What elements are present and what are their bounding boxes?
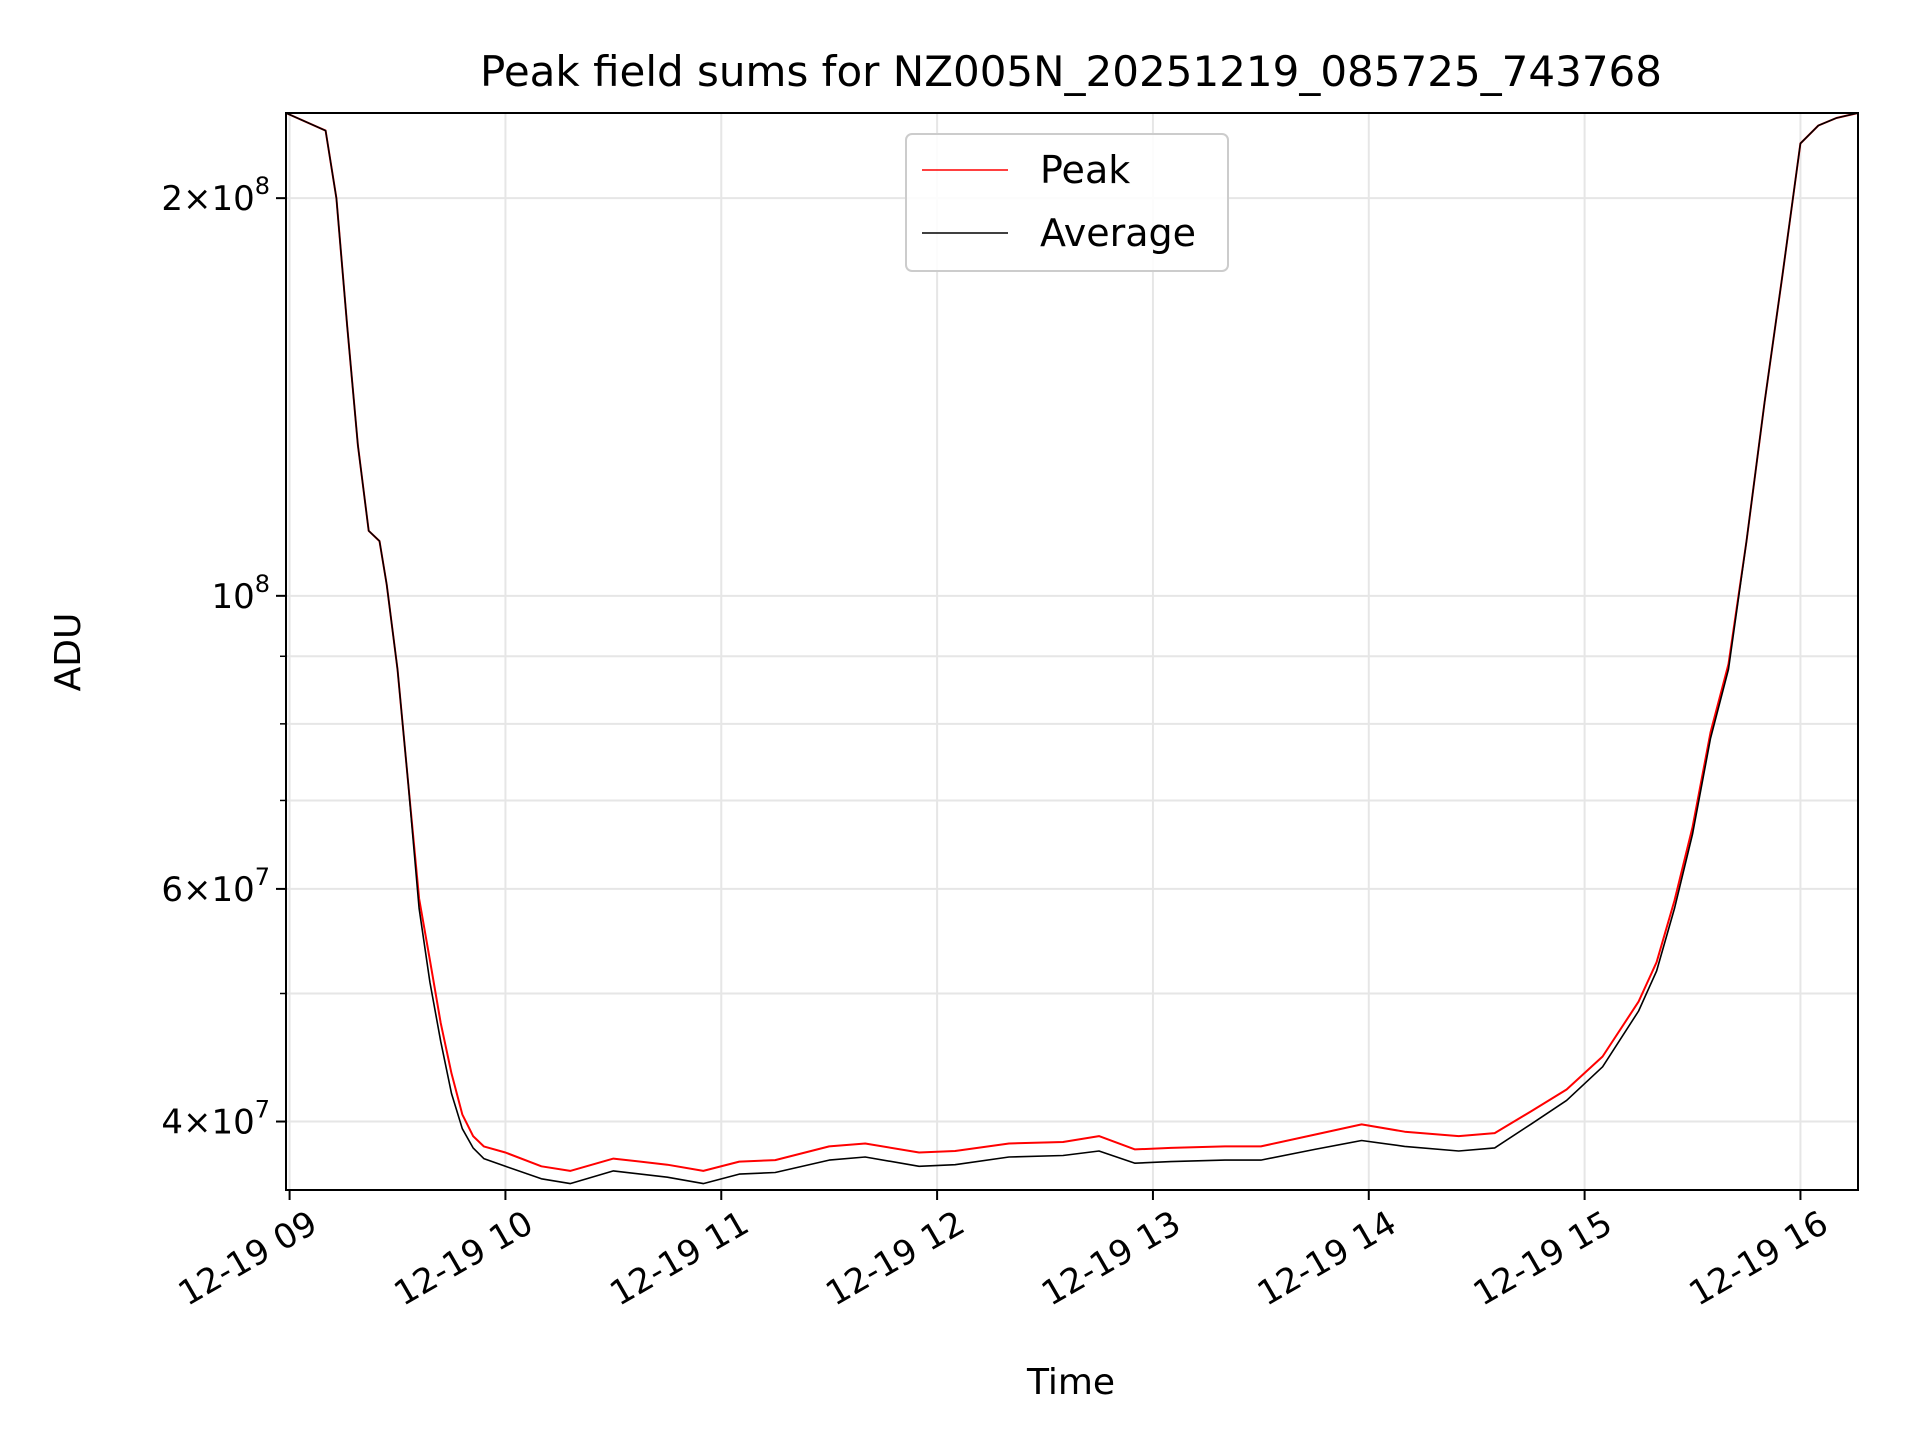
- legend-label-average: Average: [1040, 211, 1196, 255]
- legend: Peak Average: [905, 133, 1229, 272]
- legend-box: [905, 133, 1229, 272]
- y-axis: 4×107 6×107 108 2×108: [161, 172, 286, 1143]
- series-layer: [285, 112, 1859, 1185]
- chart-title: Peak field sums for NZ005N_20251219_0857…: [480, 47, 1662, 96]
- y-tick-label: 108: [211, 570, 270, 617]
- y-tick-label: 6×107: [161, 863, 270, 910]
- y-tick-label: 2×108: [161, 172, 270, 219]
- x-axis-label: Time: [1026, 1362, 1115, 1403]
- y-axis-label: ADU: [48, 613, 89, 692]
- plot-frame: [285, 112, 1859, 1191]
- y-tick-label: 4×107: [161, 1096, 270, 1143]
- grid: [286, 113, 1858, 1190]
- series-average-line: [285, 112, 1859, 1185]
- legend-label-peak: Peak: [1040, 148, 1130, 192]
